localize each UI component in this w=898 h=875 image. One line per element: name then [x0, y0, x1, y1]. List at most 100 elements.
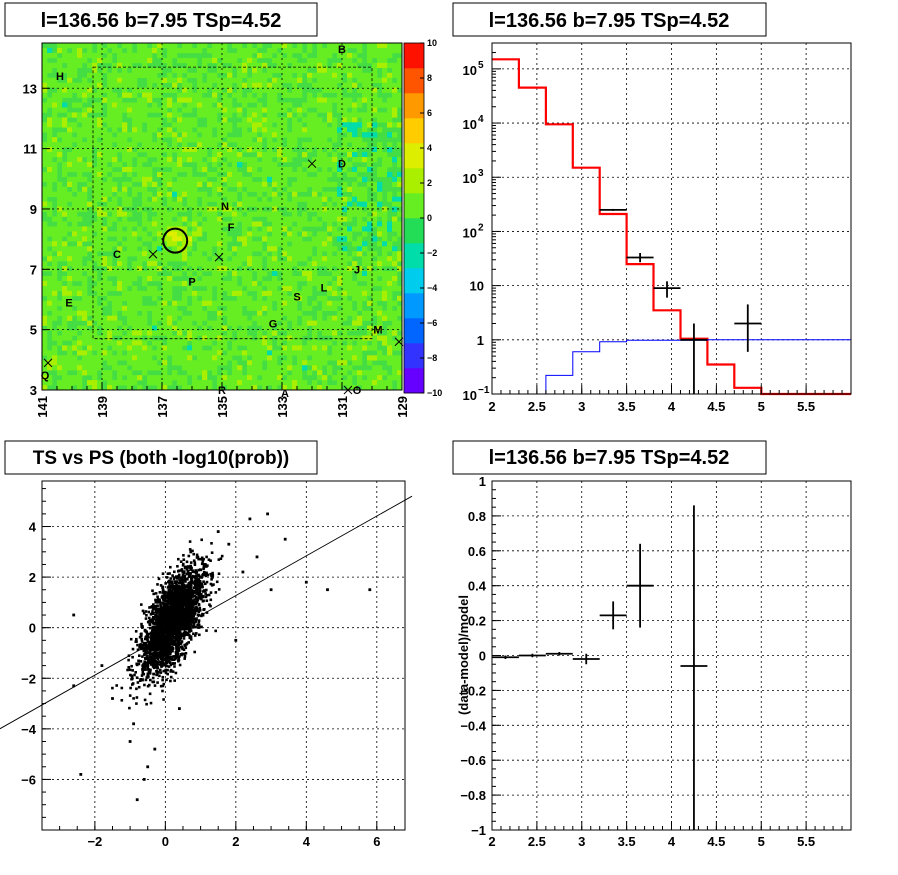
- heatmap-cell: [382, 77, 388, 83]
- heatmap-cell: [177, 67, 183, 74]
- scatter-point: [178, 576, 182, 579]
- scatter-point: [154, 649, 157, 653]
- heatmap-cell: [342, 280, 348, 287]
- heatmap-cell: [142, 251, 148, 257]
- heatmap-cell: [47, 350, 53, 356]
- heatmap-cell: [337, 350, 343, 356]
- heatmap-cell: [337, 216, 343, 222]
- heatmap-cell: [227, 335, 233, 341]
- heatmap-cell: [82, 285, 88, 292]
- heatmap-cell: [167, 211, 173, 217]
- heatmap-cell: [182, 186, 188, 193]
- heatmap-cell: [147, 72, 153, 78]
- heatmap-cell: [382, 246, 388, 252]
- heatmap-cell: [327, 236, 333, 242]
- heatmap-cell: [132, 325, 138, 331]
- heatmap-cell: [87, 137, 93, 143]
- heatmap-cell: [252, 62, 258, 69]
- heatmap-cell: [337, 315, 343, 321]
- heatmap-cell: [242, 256, 248, 262]
- heatmap-cell: [367, 201, 373, 207]
- heatmap-cell: [282, 385, 288, 391]
- heatmap-cell: [202, 67, 208, 74]
- heatmap-cell: [342, 285, 348, 292]
- heatmap-cell: [252, 201, 258, 207]
- heatmap-cell: [202, 166, 208, 173]
- heatmap-cell: [57, 132, 63, 138]
- colorbar-tick-label: −4: [427, 283, 437, 293]
- heatmap-cell: [62, 122, 68, 128]
- scatter-point: [135, 662, 138, 666]
- heatmap-cell: [42, 191, 48, 197]
- colorbar-segment: [404, 118, 424, 144]
- heatmap-cell: [122, 157, 128, 163]
- heatmap-cell: [172, 350, 178, 356]
- scatter-point: [217, 558, 221, 561]
- heatmap-cell: [362, 166, 368, 173]
- heatmap-cell: [147, 275, 153, 282]
- heatmap-cell: [252, 132, 258, 138]
- heatmap-cell: [272, 181, 278, 188]
- heatmap-cell: [292, 261, 298, 267]
- heatmap-cell: [117, 117, 123, 123]
- heatmap-cell: [232, 137, 238, 143]
- heatmap-cell: [72, 211, 78, 217]
- heatmap-cell: [167, 201, 173, 207]
- heatmap-cell: [72, 52, 78, 59]
- heatmap-cell: [212, 241, 218, 247]
- heatmap-cell: [97, 181, 103, 188]
- heatmap-cell: [262, 211, 268, 217]
- heatmap-cell: [362, 112, 368, 118]
- scatter-point: [198, 594, 201, 598]
- heatmap-cell: [67, 166, 73, 173]
- heatmap-cell: [52, 241, 58, 247]
- heatmap-cell: [92, 191, 98, 197]
- heatmap-cell: [62, 370, 68, 376]
- heatmap-cell: [207, 77, 213, 83]
- heatmap-cell: [67, 380, 73, 386]
- heatmap-cell: [317, 47, 323, 54]
- heatmap-cell: [87, 320, 93, 326]
- heatmap-cell: [357, 275, 363, 282]
- heatmap-cell: [177, 176, 183, 183]
- heatmap-cell: [162, 127, 168, 133]
- heatmap-cell: [102, 157, 108, 163]
- heatmap-cell: [342, 196, 348, 202]
- heatmap-cell: [117, 142, 123, 148]
- heatmap-cell: [87, 380, 93, 386]
- heatmap-cell: [122, 241, 128, 247]
- heatmap-cell: [372, 43, 378, 49]
- heatmap-cell: [372, 47, 378, 54]
- heatmap-cell: [77, 271, 83, 277]
- heatmap-cell: [117, 340, 123, 346]
- heatmap-cell: [262, 82, 268, 88]
- heatmap-cell: [182, 355, 188, 361]
- heatmap-cell: [352, 280, 358, 287]
- y-tick-label: 10 3: [463, 168, 484, 186]
- heatmap-cell: [347, 102, 353, 108]
- heatmap-cell: [247, 161, 253, 168]
- heatmap-cell: [297, 345, 303, 351]
- heatmap-cell: [327, 67, 333, 74]
- heatmap-cell: [372, 300, 378, 307]
- heatmap-cell: [357, 112, 363, 118]
- heatmap-cell: [132, 176, 138, 183]
- heatmap-cell: [152, 241, 158, 247]
- heatmap-cell: [357, 345, 363, 351]
- heatmap-cell: [327, 206, 333, 212]
- heatmap-cell: [267, 380, 273, 386]
- heatmap-cell: [202, 132, 208, 138]
- heatmap-cell: [77, 385, 83, 391]
- heatmap-cell: [357, 246, 363, 252]
- heatmap-cell: [102, 226, 108, 232]
- heatmap-cell: [172, 142, 178, 148]
- heatmap-cell: [307, 92, 313, 98]
- heatmap-cell: [272, 370, 278, 376]
- heatmap-cell: [97, 360, 103, 366]
- heatmap-cell: [272, 241, 278, 247]
- heatmap-cell: [142, 87, 148, 93]
- heatmap-cell: [302, 305, 308, 311]
- heatmap-cell: [252, 196, 258, 202]
- heatmap-cell: [92, 271, 98, 277]
- heatmap-cell: [362, 92, 368, 98]
